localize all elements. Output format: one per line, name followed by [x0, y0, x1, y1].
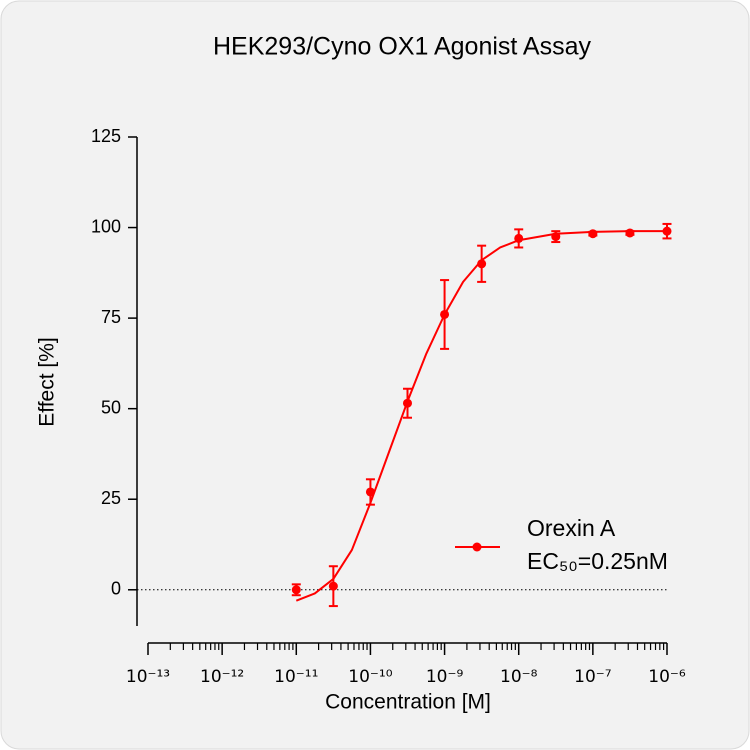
chart-title: HEK293/Cyno OX1 Agonist Assay — [213, 33, 591, 61]
data-point — [477, 259, 487, 269]
data-point — [291, 585, 301, 595]
data-point — [588, 229, 598, 239]
x-tick-label: 10⁻⁹ — [426, 667, 464, 687]
x-tick-label: 10⁻⁸ — [500, 667, 538, 687]
data-point — [662, 226, 672, 236]
y-axis-label: Effect [%] — [36, 337, 59, 427]
y-tick-label: 50 — [101, 397, 121, 417]
legend-marker — [472, 542, 482, 552]
data-point — [365, 487, 375, 497]
x-tick-label: 10⁻¹⁰ — [348, 667, 392, 687]
data-point — [328, 581, 338, 591]
data-point — [625, 228, 635, 238]
data-point — [402, 398, 412, 408]
data-point — [551, 232, 561, 242]
x-tick-label: 10⁻⁷ — [574, 667, 612, 687]
y-tick-label: 75 — [101, 307, 121, 327]
legend-label: Orexin A — [527, 515, 616, 541]
y-tick-label: 100 — [91, 216, 121, 236]
data-point — [514, 233, 524, 243]
x-tick-label: 10⁻¹³ — [126, 667, 170, 687]
x-tick-label: 10⁻⁶ — [648, 667, 686, 687]
y-tick-label: 0 — [111, 579, 121, 599]
y-tick-label: 25 — [101, 488, 121, 508]
annotation: EC₅₀=0.25nM — [527, 548, 668, 574]
data-point — [440, 309, 450, 319]
x-tick-label: 10⁻¹² — [200, 667, 244, 687]
x-tick-label: 10⁻¹¹ — [274, 667, 318, 687]
y-tick-label: 125 — [91, 126, 121, 146]
x-axis-label: Concentration [M] — [325, 691, 491, 714]
